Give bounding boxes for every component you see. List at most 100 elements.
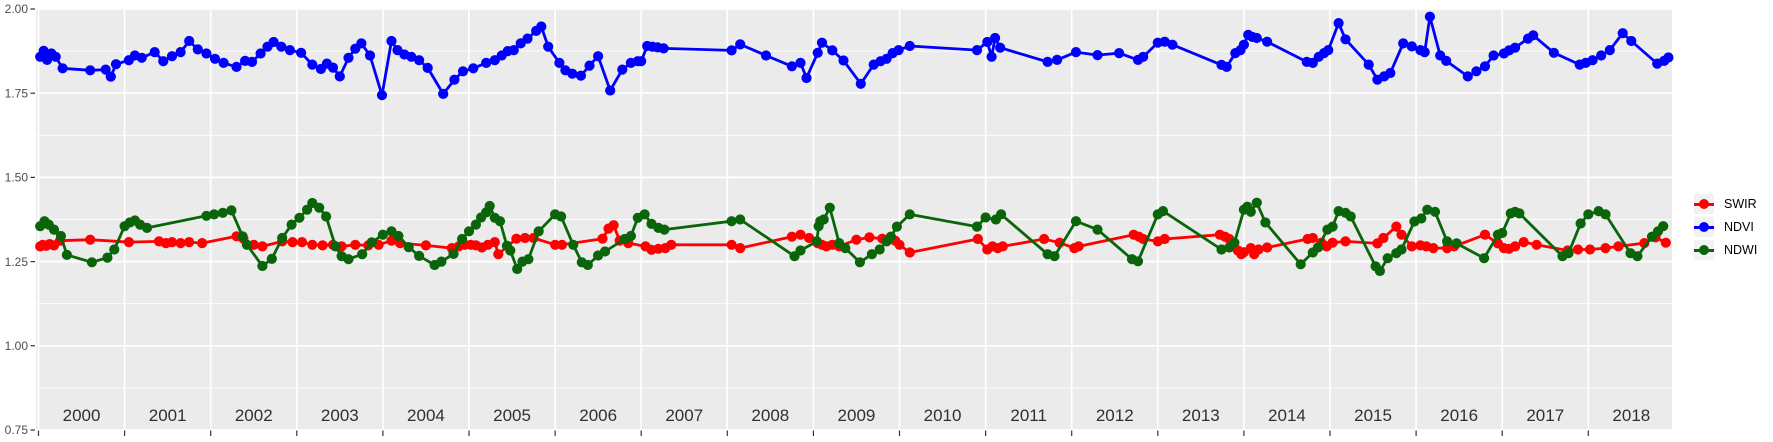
data-point-swir [184, 237, 195, 248]
data-point-ndvi [1528, 30, 1539, 41]
data-point-ndwi [582, 259, 593, 271]
data-point-ndwi [141, 222, 153, 233]
data-point-swir [1572, 244, 1584, 255]
x-axis-year-label: 2009 [838, 406, 876, 425]
data-point-swir [287, 237, 298, 248]
x-axis-year-label: 2002 [235, 406, 273, 425]
data-point-swir [489, 237, 500, 248]
data-point-ndwi [1479, 253, 1490, 264]
data-point-ndwi [795, 245, 806, 256]
data-point-ndvi [735, 39, 746, 50]
data-point-ndwi [201, 210, 212, 221]
data-point-ndwi [1049, 251, 1060, 262]
x-axis-year-label: 2015 [1354, 406, 1392, 425]
x-axis-year-label: 2007 [665, 406, 703, 425]
data-point-ndvi [567, 68, 578, 79]
data-point-swir [864, 232, 875, 243]
data-point-swir [175, 238, 186, 249]
data-point-ndwi [505, 245, 516, 256]
data-point-ndvi [481, 57, 492, 68]
data-point-ndwi [448, 248, 459, 259]
data-point-ndvi [1510, 42, 1521, 53]
data-point-swir [726, 239, 737, 250]
data-point-ndwi [102, 252, 113, 263]
data-point-swir [556, 239, 568, 250]
legend-item-ndwi: NDWI [1694, 240, 1757, 260]
legend-key-ndvi [1694, 217, 1714, 237]
data-point-swir [166, 237, 178, 248]
data-point-ndwi [866, 249, 878, 260]
data-point-ndvi [1441, 55, 1452, 66]
data-point-ndvi [192, 44, 203, 55]
data-point-ndvi [246, 56, 258, 67]
data-point-ndwi [286, 219, 297, 230]
data-point-swir [786, 231, 798, 242]
x-axis-year-label: 2016 [1440, 406, 1478, 425]
data-point-ndwi [343, 254, 354, 265]
data-point-ndvi [255, 48, 266, 59]
data-point-swir [519, 232, 531, 244]
data-point-ndvi [1167, 39, 1178, 50]
data-point-swir [1518, 237, 1529, 248]
x-axis-year-label: 2014 [1268, 406, 1306, 425]
data-point-ndwi [568, 239, 579, 250]
data-point-ndvi [149, 47, 160, 58]
data-point-ndvi [457, 66, 469, 77]
data-point-swir [1039, 233, 1050, 245]
data-point-ndwi [470, 219, 481, 230]
data-point-ndwi [1374, 265, 1385, 277]
data-point-ndwi [463, 226, 475, 237]
data-point-ndvi [982, 36, 993, 48]
data-point-ndwi [1260, 217, 1271, 228]
data-point-swir [735, 243, 746, 254]
data-point-ndwi [1157, 206, 1169, 217]
data-point-ndvi [218, 57, 229, 68]
data-point-ndwi [1451, 238, 1462, 249]
data-point-ndvi [1070, 47, 1082, 58]
data-point-ndwi [1070, 216, 1082, 227]
data-point-ndwi [1216, 244, 1227, 255]
data-point-ndwi [874, 244, 885, 255]
data-point-ndvi [1488, 50, 1499, 61]
data-point-swir [904, 247, 915, 258]
data-point-ndwi [1245, 206, 1256, 217]
data-point-ndwi [237, 231, 248, 242]
data-point-swir [1613, 241, 1624, 252]
data-point-swir [894, 239, 905, 250]
data-point-ndwi [1600, 209, 1611, 220]
data-point-swir [307, 239, 318, 250]
x-axis-year-label: 2012 [1096, 406, 1134, 425]
data-point-ndwi [625, 230, 637, 242]
data-point-ndvi [1238, 39, 1249, 50]
y-axis-tick-label: 1.00 [5, 339, 29, 353]
data-point-ndwi [1658, 221, 1669, 232]
data-point-ndwi [366, 237, 377, 248]
data-point-ndwi [321, 211, 332, 222]
data-point-swir [1510, 241, 1521, 252]
data-point-ndwi [257, 260, 268, 272]
y-axis-tick-label: 1.75 [5, 86, 29, 100]
data-point-ndwi [294, 212, 305, 223]
data-point-ndwi [241, 239, 252, 250]
data-point-ndvi [276, 41, 287, 52]
data-point-swir [1073, 241, 1084, 252]
data-point-ndvi [307, 59, 318, 70]
data-point-swir [511, 233, 522, 244]
data-point-ndvi [636, 56, 647, 67]
data-point-ndvi [468, 63, 479, 74]
data-point-swir [317, 240, 328, 251]
data-point-ndvi [1092, 50, 1103, 61]
data-point-ndvi [1333, 18, 1344, 29]
data-point-ndvi [795, 57, 806, 68]
data-point-ndvi [801, 72, 812, 84]
data-point-ndwi [1497, 227, 1508, 239]
data-point-ndwi [403, 242, 414, 253]
data-point-ndwi [1583, 209, 1594, 220]
data-point-ndvi [38, 45, 49, 56]
data-point-swir [1340, 236, 1351, 247]
data-point-ndvi [1052, 54, 1063, 65]
data-point-ndwi [1416, 213, 1427, 224]
data-point-ndvi [438, 88, 449, 99]
data-point-ndvi [105, 71, 116, 82]
data-point-ndvi [209, 53, 221, 64]
